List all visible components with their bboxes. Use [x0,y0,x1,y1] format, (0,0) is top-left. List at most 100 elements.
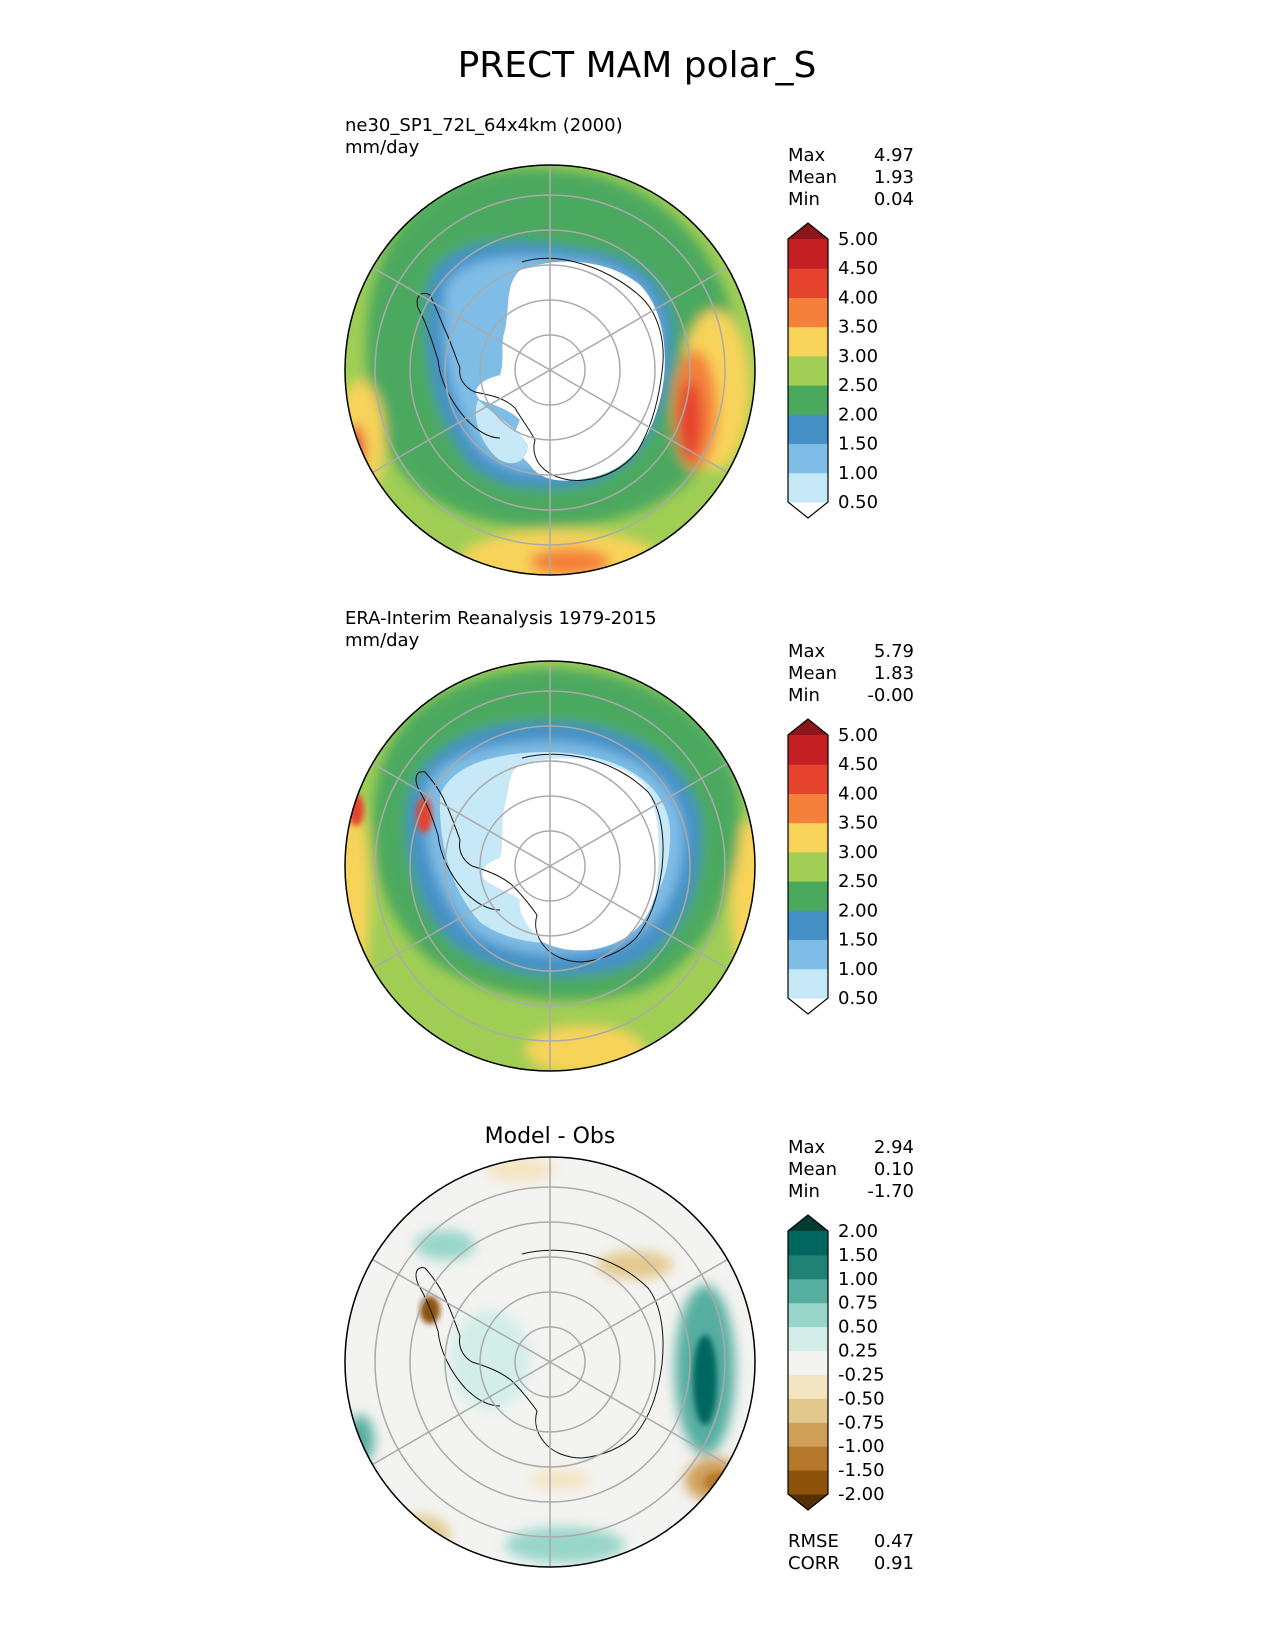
colorbar-tick-label: 5.00 [838,229,878,250]
colorbar-tick-label: 3.50 [838,813,878,834]
colorbar-tick-label: 0.50 [838,1317,878,1338]
panel-obs-units: mm/day [345,630,420,651]
colorbar-tick-label: 2.50 [838,375,878,396]
stat-mean-label: Mean [788,1159,837,1180]
colorbar-tick-label: 0.75 [838,1293,878,1314]
colorbar-tick-label: 3.50 [838,317,878,338]
map-field-darkgreen-right [693,1335,717,1425]
colorbar-tick-label: -0.75 [838,1412,885,1433]
colorbar-tick-label: 1.50 [838,434,878,455]
stat-mean-label: Mean [788,167,837,188]
colorbar-segment [788,822,828,853]
colorbar-tick-label: 4.00 [838,287,878,308]
stat-min-label: Min [788,189,820,210]
stat-min-label: Min [788,685,820,706]
colorbar-segment [788,851,828,882]
stat-max-label: Max [788,1137,826,1158]
stat-min-value: 0.04 [874,189,914,210]
map-field-brown-peninsula [420,1296,440,1324]
colorbar-segment [788,355,828,386]
map-field-yellow-right [730,820,755,980]
colorbar-extend-high [788,223,828,239]
figure-title: PRECT MAM polar_S [458,45,817,86]
map-field-yellow-left [345,800,370,1000]
colorbar-extend-high [788,719,828,735]
panel-obs-boundary [344,660,756,1072]
map-field-tan-bottom [530,1470,590,1490]
colorbar-segment [788,764,828,794]
colorbar-outline [787,718,829,1015]
metric-rmse-value: 0.47 [874,1531,914,1552]
colorbar-tick-label: 2.00 [838,900,878,921]
colorbar-tick-label: -0.50 [838,1388,885,1409]
colorbar-tick-label: 1.50 [838,930,878,951]
stat-max-label: Max [788,641,826,662]
map-coastline [416,257,664,481]
panel-obs-colorbar: 0.50 1.00 1.50 2.00 2.50 3.00 3.50 4.00 4.50 5.00 [787,718,878,1015]
stat-mean-value: 1.93 [874,167,914,188]
panel-model-map [345,165,755,575]
stat-max-value: 4.97 [874,145,914,166]
colorbar-extend-high [788,1215,828,1231]
colorbar-segment [788,939,828,970]
colorbar-tick-label: 4.50 [838,258,878,279]
colorbar-tick-label: 2.50 [838,871,878,892]
colorbar-extend-low [788,998,828,1014]
map-coastline [415,1249,664,1459]
map-graticule [372,165,728,575]
panel-diff-metrics: RMSE 0.47 CORR 0.91 [788,1531,914,1574]
panel-diff-title: Model - Obs [485,1124,616,1149]
panel-model: ne30_SP1_72L_64x4km (2000) mm/day [344,115,914,576]
metric-rmse-label: RMSE [788,1531,839,1552]
panel-diff-colorbar: -2.00 -1.50 -1.00 -0.75 -0.50 -0.250.25 0.50 0.… [787,1214,885,1511]
colorbar-tick-label: -0.25 [838,1364,885,1385]
colorbar-tick-label: 4.50 [838,754,878,775]
panel-diff-map [345,1157,755,1567]
panel-obs-title: ERA-Interim Reanalysis 1979-2015 [345,608,657,629]
colorbar-tick-label: 1.50 [838,1245,878,1266]
metric-corr-value: 0.91 [874,1553,914,1574]
map-coastline [415,753,664,963]
stat-min-value: -0.00 [867,685,914,706]
colorbar-tick-label: 1.00 [838,959,878,980]
panel-diff: Model - Obs [344,1124,914,1574]
stat-mean-label: Mean [788,663,837,684]
panel-model-title: ne30_SP1_72L_64x4km (2000) [345,115,623,136]
colorbar-segment [788,1446,828,1471]
colorbar-segment [788,297,828,328]
stat-max-label: Max [788,145,826,166]
colorbar-tick-label: -2.00 [838,1484,885,1505]
stat-max-value: 2.94 [874,1137,914,1158]
panel-model-stats: Max 4.97 Mean 1.93 Min 0.04 [788,145,914,210]
panel-obs-map [345,661,755,1071]
panel-obs: ERA-Interim Reanalysis 1979-2015 mm/day [344,608,914,1072]
map-graticule [372,1157,728,1567]
colorbar-segment [788,968,828,999]
colorbar-tick-label: 3.00 [838,346,878,367]
colorbar-segment [788,1231,828,1256]
map-field-red-right [678,380,702,460]
colorbar-segment [788,1326,828,1352]
stat-mean-value: 1.83 [874,663,914,684]
colorbar-segment [788,239,828,269]
colorbar-segment [788,326,828,357]
map-field-white-continent [476,261,665,481]
stat-mean-value: 0.10 [874,1159,914,1180]
colorbar-tick-label: 3.00 [838,842,878,863]
colorbar-tick-label: 5.00 [838,725,878,746]
colorbar-segment [788,881,828,911]
colorbar-segment [788,1470,828,1495]
colorbar-segment [788,472,828,503]
colorbar-segment [788,1254,828,1280]
colorbar-segment [788,268,828,298]
colorbar-segment [788,443,828,474]
colorbar-tick-label: 0.25 [838,1341,878,1362]
colorbar-segment [788,1350,828,1375]
map-graticule [372,661,728,1071]
colorbar-segment [788,793,828,824]
colorbar-outline [787,1214,829,1511]
metric-corr-label: CORR [788,1553,840,1574]
colorbar-tick-label: 1.00 [838,463,878,484]
panel-model-colorbar: 0.50 1.00 1.50 2.00 2.50 3.00 3.50 4.00 4.50 5.00 [787,222,878,519]
map-field-orange-bottom [530,548,610,575]
